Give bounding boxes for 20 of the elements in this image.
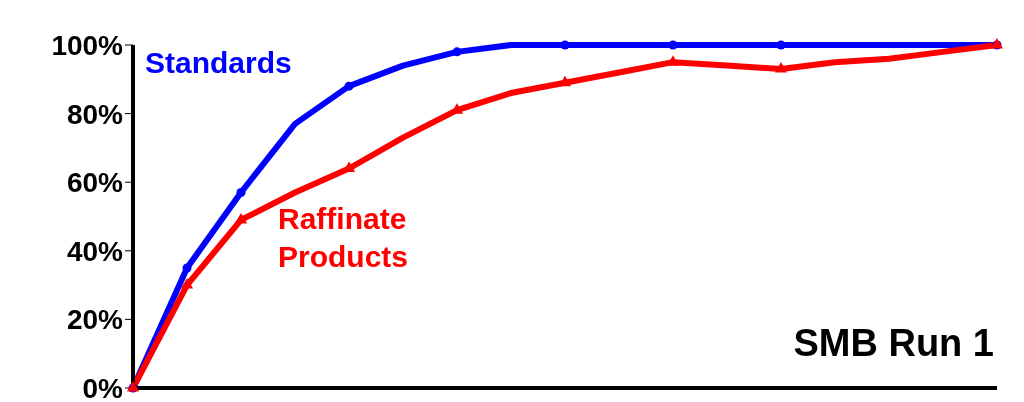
point	[234, 212, 248, 224]
point	[182, 263, 192, 273]
point	[180, 278, 194, 289]
series-label: Raffinate Products	[278, 201, 410, 275]
point	[344, 81, 354, 91]
point	[774, 61, 788, 73]
point	[558, 75, 572, 87]
series-label: Standards	[145, 45, 293, 81]
point	[560, 40, 570, 50]
point	[668, 40, 678, 50]
y-tick-label: 100%	[51, 29, 124, 61]
y-tick-label: 40%	[66, 235, 124, 267]
point	[776, 40, 786, 50]
point	[452, 47, 462, 57]
y-tick-label: 0%	[82, 372, 124, 402]
y-tick-label: 60%	[66, 167, 124, 199]
point	[236, 187, 246, 197]
y-tick-label: 20%	[66, 304, 124, 336]
annotation: SMB Run 1	[793, 322, 994, 365]
y-tick-label: 80%	[66, 98, 124, 130]
